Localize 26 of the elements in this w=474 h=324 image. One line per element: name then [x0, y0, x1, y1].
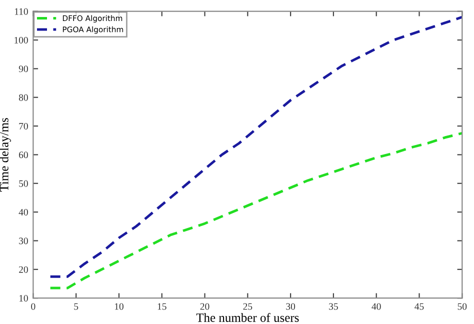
line-series	[49, 132, 462, 290]
x-tick-label: 20	[200, 303, 210, 310]
y-tick-label: 20	[19, 266, 28, 273]
y-tick-label: 100	[14, 36, 28, 44]
x-tick-label: 15	[158, 303, 166, 310]
y-tick-label: 40	[18, 208, 28, 216]
y-tick-label: 60	[19, 152, 28, 158]
x-tick-label: 50	[458, 303, 467, 310]
x-axis-title: The number of users	[196, 313, 299, 322]
y-tick-label: 110	[14, 8, 28, 15]
x-tick-label: 25	[243, 303, 252, 310]
x-tick-label: 0	[31, 303, 36, 310]
x-tick-label: 40	[372, 303, 381, 310]
line-series	[49, 16, 462, 278]
y-tick-label: 80	[18, 94, 28, 101]
y-tick-label: 10	[19, 294, 28, 302]
x-tick-label: 5	[74, 303, 78, 310]
x-tick-label: 30	[286, 303, 296, 310]
y-tick-label: 90	[18, 66, 28, 72]
y-tick-label: 30	[19, 238, 28, 244]
x-tick-label: 35	[329, 303, 338, 310]
y-axis-title: Time delay/ms	[0, 118, 11, 192]
x-tick-label: 10	[114, 303, 124, 310]
y-tick-label: 50	[19, 180, 28, 187]
x-tick-label: 45	[414, 303, 424, 310]
y-tick-label: 70	[19, 122, 28, 130]
